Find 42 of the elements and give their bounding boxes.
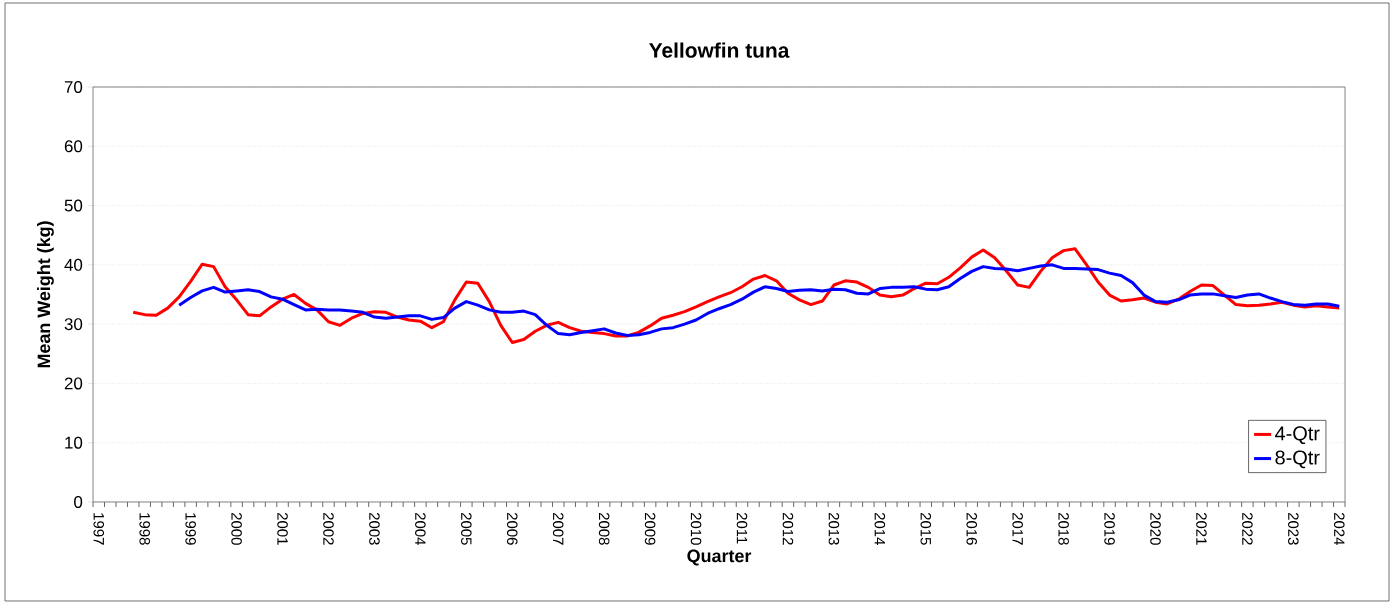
x-tick-label: 2013 [828, 512, 840, 545]
y-tick-label: 40 [64, 258, 83, 271]
y-tick-label: 70 [64, 80, 83, 93]
y-tick-label: 50 [64, 199, 83, 212]
x-tick-label: 1999 [185, 513, 196, 545]
x-tick-label: 2018 [1058, 512, 1069, 545]
x-tick-label: 2005 [461, 512, 472, 545]
y-tick-label: 60 [64, 140, 83, 153]
x-tick-label: 2014 [874, 512, 886, 545]
x-tick-label: 2021 [1196, 512, 1207, 545]
x-tick-label: 1997 [93, 513, 105, 545]
x-tick-label: 2003 [369, 512, 380, 545]
x-tick-label: 2000 [231, 512, 242, 545]
y-tick-label: 20 [64, 377, 83, 390]
x-tick-label: 2010 [690, 512, 702, 545]
legend-label: 4-Qtr [1275, 426, 1320, 445]
x-tick-label: 2001 [277, 512, 288, 545]
x-tick-label: 1998 [139, 513, 150, 545]
y-tick-label: 10 [65, 436, 83, 449]
x-tick-label: 2011 [736, 512, 748, 544]
x-tick-label: 2020 [1150, 512, 1161, 545]
x-tick-label: 2007 [552, 512, 564, 545]
x-tick-label: 2004 [415, 512, 426, 545]
x-tick-label: 2024 [1334, 512, 1345, 545]
y-axis-title: Mean Weight (kg) [37, 221, 54, 368]
x-tick-label: 2009 [644, 512, 656, 545]
x-tick-label: 2017 [1012, 512, 1023, 545]
x-tick-label: 2022 [1242, 512, 1253, 545]
x-tick-label: 2023 [1288, 512, 1299, 545]
chart-title: Yellowfin tuna [649, 42, 790, 58]
x-tick-label: 2012 [782, 512, 794, 545]
x-tick-label: 2016 [966, 512, 978, 545]
x-tick-label: 2008 [598, 512, 610, 545]
y-tick-label: 0 [74, 495, 83, 508]
y-tick-label: 30 [64, 318, 83, 331]
x-tick-label: 2006 [506, 512, 518, 545]
legend-label: 8-Qtr [1275, 450, 1320, 469]
line-series [177, 263, 1341, 337]
x-axis-title: Quarter [687, 549, 752, 566]
x-tick-label: 2002 [323, 512, 334, 545]
x-tick-label: 2019 [1104, 512, 1115, 545]
x-tick-label: 2015 [920, 512, 932, 545]
